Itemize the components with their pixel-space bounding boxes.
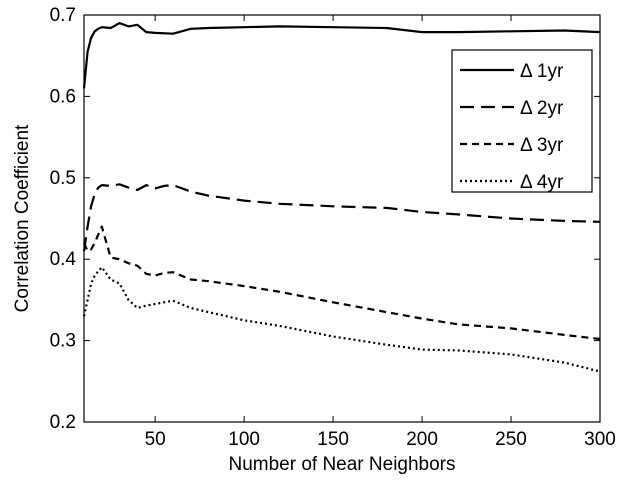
legend-box (451, 49, 593, 193)
legend-label: Δ 4yr (520, 172, 564, 193)
series-line-4yr (82, 266, 601, 373)
x-tick-label: 50 (145, 429, 166, 450)
x-tick-label: 300 (584, 429, 616, 450)
x-axis-label: Number of Near Neighbors (228, 454, 455, 475)
legend: Δ 1yr Δ 2yr Δ 3yr Δ 4yr (451, 49, 593, 193)
legend-label: Δ 1yr (520, 61, 564, 82)
series-line-2yr (82, 183, 601, 252)
x-tick-label: 150 (317, 429, 349, 450)
y-tick-label: 0.4 (50, 249, 77, 270)
x-axis-ticks: 50 100 150 200 250 300 (145, 15, 616, 450)
y-tick-label: 0.6 (50, 86, 76, 107)
y-axis-label: Correlation Coefficient (12, 124, 33, 312)
axes-frame (83, 14, 601, 423)
legend-label: Δ 2yr (520, 98, 564, 119)
y-axis-ticks: 0.2 0.3 0.4 0.5 0.6 0.7 (50, 5, 600, 433)
y-tick-label: 0.3 (50, 331, 76, 352)
plot-area (82, 14, 601, 423)
y-tick-label: 0.2 (50, 412, 76, 433)
x-tick-label: 100 (228, 429, 260, 450)
y-tick-label: 0.7 (50, 5, 76, 26)
x-tick-label: 200 (406, 429, 438, 450)
x-tick-label: 250 (495, 429, 527, 450)
series-line-1yr (82, 22, 601, 89)
series-line-3yr (82, 225, 601, 341)
legend-label: Δ 3yr (520, 135, 564, 156)
y-tick-label: 0.5 (50, 168, 76, 189)
